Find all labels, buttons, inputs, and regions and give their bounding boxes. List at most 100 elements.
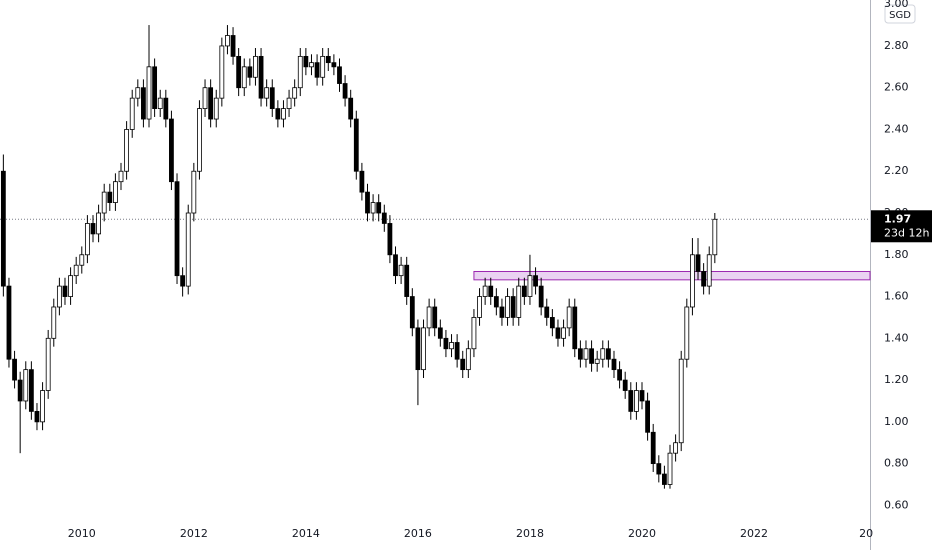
candle-body [275, 108, 281, 120]
candle-body [404, 264, 410, 297]
candle-body [129, 97, 135, 130]
candle-body [538, 285, 544, 308]
y-tick-label: 2.80 [884, 39, 909, 52]
candle-body [314, 62, 320, 78]
candle-body [253, 55, 258, 78]
candle-body [561, 327, 566, 339]
candle-body [28, 369, 34, 412]
candle-body [409, 296, 415, 329]
candle-body [633, 390, 639, 412]
candle-body [510, 296, 516, 318]
candle-body [73, 264, 79, 277]
candle-body [202, 87, 208, 109]
candle-body [6, 285, 12, 360]
candle-body [370, 202, 376, 214]
candle-body [443, 337, 449, 350]
y-tick-label: 2.40 [884, 122, 909, 135]
y-tick-label: 1.00 [884, 415, 909, 428]
candle-body [258, 55, 264, 99]
candle-body [113, 181, 118, 203]
candle-body [180, 275, 186, 287]
candle-body [225, 35, 230, 47]
candle-body [90, 223, 96, 235]
y-tick-label: 3.00 [884, 0, 909, 10]
candle-body [393, 254, 398, 277]
candle-body [701, 271, 707, 287]
candle-body [555, 327, 561, 339]
x-tick-label: 2010 [68, 527, 96, 540]
candle-body [460, 358, 466, 371]
candle-body [169, 118, 174, 183]
candle-body [68, 275, 73, 297]
candle-body [577, 348, 583, 360]
candle-body [482, 285, 488, 297]
candle-body [628, 390, 634, 412]
candle-body [544, 306, 550, 318]
x-tick-label: 20 [859, 527, 873, 540]
candle-body [12, 358, 17, 381]
resistance-zone [473, 270, 871, 281]
candle-body [684, 306, 690, 360]
candle-body [62, 285, 68, 297]
candle-body [695, 254, 701, 272]
candle-body [415, 327, 421, 371]
candle-body [213, 97, 219, 120]
candle-body [118, 170, 124, 183]
candle-body [589, 348, 594, 364]
candle-body [219, 45, 225, 99]
candle-body [381, 212, 387, 224]
candle-body [96, 212, 101, 235]
candle-body [0, 170, 6, 287]
candle-body [376, 202, 382, 214]
candle-body [297, 55, 303, 89]
candle-body [639, 390, 645, 402]
candle-body [454, 342, 460, 360]
currency-box[interactable] [884, 4, 916, 24]
candle-body [107, 191, 113, 203]
candle-body [426, 306, 432, 329]
candle-body [521, 285, 527, 297]
y-tick-label: 1.60 [884, 290, 909, 303]
candle-body [566, 306, 572, 329]
candle-body [146, 66, 152, 120]
candle-body [124, 129, 130, 172]
candle-body [673, 442, 679, 454]
candle-body [572, 306, 578, 350]
candle-body [230, 35, 236, 57]
candle-body [23, 369, 29, 402]
candle-body [208, 87, 214, 120]
candle-body [197, 108, 202, 172]
candle-body [241, 66, 247, 89]
y-tick-label: 0.80 [884, 457, 909, 470]
candle-body [157, 97, 163, 109]
candle-body [387, 223, 393, 256]
candle-body [40, 390, 45, 423]
x-tick-label: 2014 [292, 527, 320, 540]
y-tick-label: 1.20 [884, 373, 909, 386]
candle-body [325, 55, 331, 64]
candle-body [594, 358, 600, 364]
candle-body [34, 411, 40, 423]
candle-body [617, 369, 622, 381]
candle-body [471, 317, 477, 350]
candle-body [281, 108, 286, 120]
candle-body [533, 275, 538, 287]
candle-body [583, 348, 589, 360]
candle-body [465, 348, 471, 371]
candle-body [51, 306, 57, 339]
y-tick-label: 0.60 [884, 498, 909, 511]
currency-label[interactable]: SGD [889, 10, 911, 21]
candle-body [477, 296, 482, 318]
x-tick-label: 2022 [740, 527, 768, 540]
candle-body [505, 296, 510, 318]
candle-body [365, 191, 370, 214]
candle-body [359, 170, 365, 193]
candle-body [309, 62, 314, 68]
candle-body [135, 87, 141, 99]
x-tick-label: 2016 [404, 527, 432, 540]
candle-body [605, 348, 611, 360]
candle-body [286, 97, 292, 109]
x-tick-label: 2018 [516, 527, 544, 540]
candle-body [712, 218, 718, 256]
